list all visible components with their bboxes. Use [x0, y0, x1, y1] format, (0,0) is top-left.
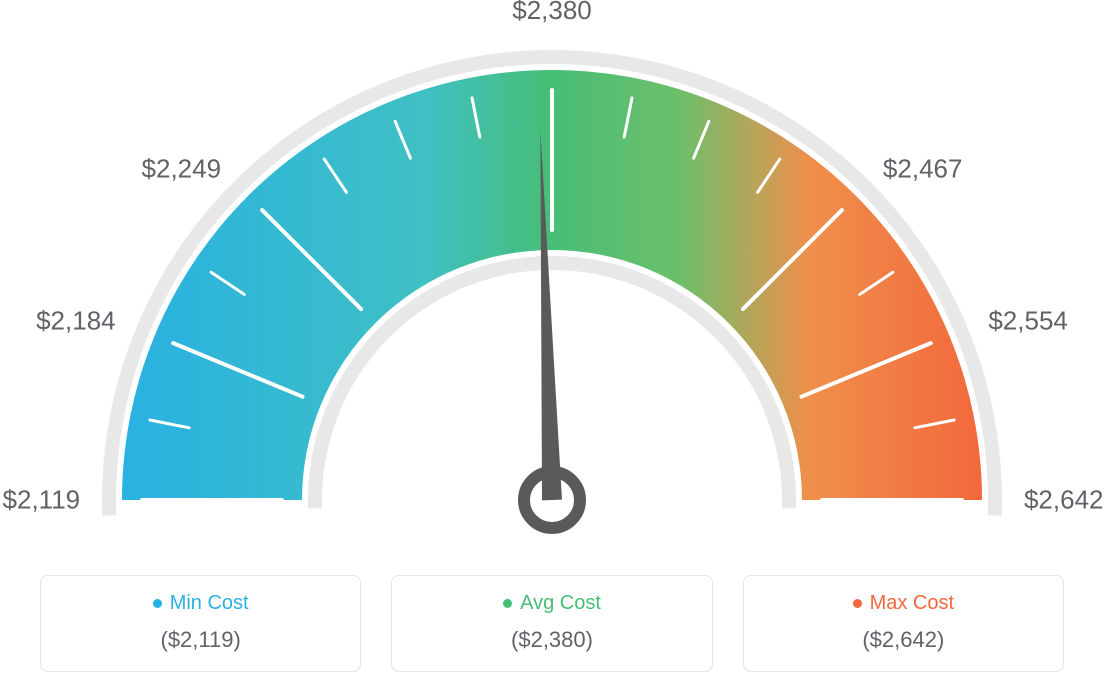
legend-row: Min Cost ($2,119) Avg Cost ($2,380) Max …: [0, 575, 1104, 672]
legend-dot-avg: [503, 599, 512, 608]
gauge-tick-label: $2,249: [142, 154, 222, 185]
legend-title-max: Max Cost: [870, 592, 954, 615]
legend-title-min: Min Cost: [170, 592, 249, 615]
legend-dot-min: [153, 599, 162, 608]
legend-dot-max: [853, 599, 862, 608]
gauge-tick-label: $2,554: [988, 305, 1068, 336]
legend-card-avg: Avg Cost ($2,380): [391, 575, 712, 672]
gauge-tick-label: $2,119: [3, 485, 81, 516]
legend-value-avg: ($2,380): [392, 627, 711, 653]
legend-title-avg: Avg Cost: [520, 592, 601, 615]
gauge-tick-label: $2,467: [883, 154, 963, 185]
gauge-chart: $2,119 $2,184 $2,249 $2,380 $2,467 $2,554 $2,6…: [0, 0, 1104, 560]
legend-value-min: ($2,119): [41, 627, 360, 653]
legend-value-max: ($2,642): [744, 627, 1063, 653]
legend-card-max: Max Cost ($2,642): [743, 575, 1064, 672]
gauge-tick-label: $2,380: [512, 0, 592, 26]
gauge-tick-label: $2,184: [36, 305, 116, 336]
gauge-tick-label: $2,642: [1024, 485, 1104, 516]
legend-card-min: Min Cost ($2,119): [40, 575, 361, 672]
gauge-svg: [0, 0, 1104, 560]
